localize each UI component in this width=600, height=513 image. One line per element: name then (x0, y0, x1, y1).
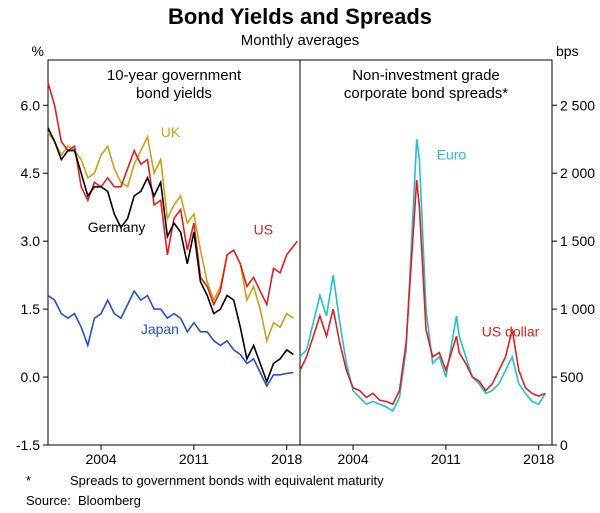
panel-title: corporate bond spreads* (344, 85, 508, 102)
left-y-unit: % (32, 43, 44, 59)
right-y-unit: bps (556, 43, 579, 59)
xtick-label: 2004 (337, 451, 368, 467)
ytick-label-right: 500 (560, 369, 584, 385)
ytick-label-left: 4.5 (21, 165, 41, 181)
ytick-label-right: 1 000 (560, 301, 595, 317)
series-label: US (254, 221, 273, 237)
source-label: Source: (26, 493, 71, 508)
ytick-label-left: 6.0 (21, 97, 41, 113)
ytick-label-right: 1 500 (560, 233, 595, 249)
ytick-label-right: 2 000 (560, 165, 595, 181)
series-japan (48, 291, 293, 386)
source-value: Bloomberg (78, 493, 141, 508)
panel-title: Non-investment grade (352, 67, 500, 84)
xtick-label: 2018 (271, 451, 302, 467)
panel-title: 10-year government (107, 67, 242, 84)
ytick-label-left: -1.5 (16, 437, 40, 453)
ytick-label-left: 3.0 (21, 233, 41, 249)
footnote-marker: * (26, 473, 31, 488)
series-label: Japan (141, 321, 179, 337)
chart-title: Bond Yields and Spreads (168, 4, 432, 29)
ytick-label-right: 2 500 (560, 97, 595, 113)
series-label: Euro (437, 147, 467, 163)
series-label: UK (161, 124, 181, 140)
series-label: US dollar (482, 323, 540, 339)
series-label: Germany (88, 219, 146, 235)
ytick-label-left: 1.5 (21, 301, 41, 317)
footnote-text: Spreads to government bonds with equival… (70, 473, 384, 488)
xtick-label: 2018 (523, 451, 554, 467)
ytick-label-left: 0.0 (21, 369, 41, 385)
ytick-label-right: 0 (560, 437, 568, 453)
chart-svg: Bond Yields and Spreads Monthly averages%… (0, 0, 600, 513)
xtick-label: 2011 (431, 451, 461, 467)
xtick-label: 2004 (85, 451, 116, 467)
series-germany (48, 128, 293, 382)
xtick-label: 2011 (179, 451, 209, 467)
series-us-dollar (300, 180, 545, 404)
chart-subtitle: Monthly averages (241, 32, 359, 49)
panel-title: bond yields (136, 85, 212, 102)
series-us (48, 83, 297, 305)
chart-root: Bond Yields and Spreads Monthly averages%… (0, 0, 600, 513)
